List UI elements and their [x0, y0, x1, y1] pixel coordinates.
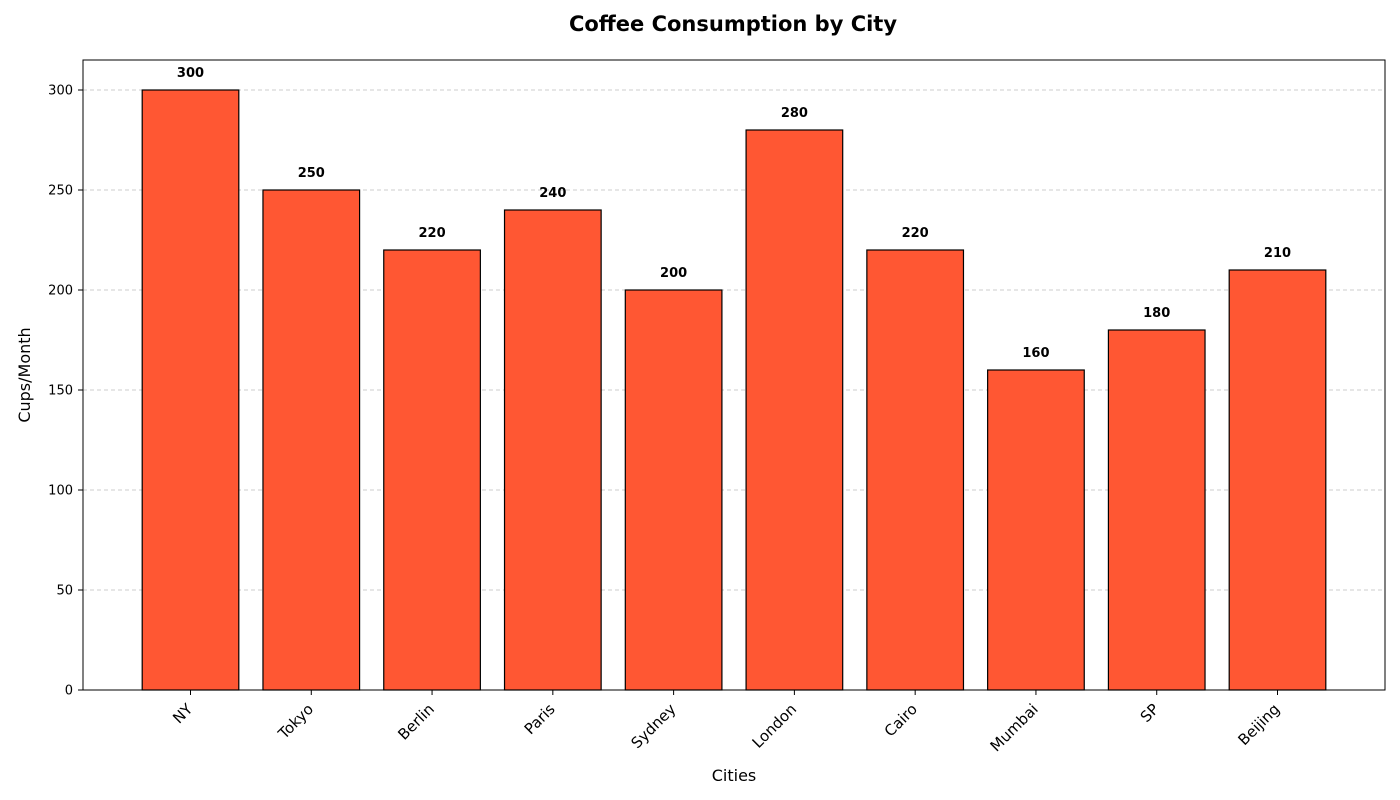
bars [141, 89, 1327, 691]
chart-title: Coffee Consumption by City [569, 12, 897, 36]
data-labels: 300 250 220 240 200 280 220 160 180 210 [177, 66, 1291, 361]
x-tick-label-beijing: Beijing [1234, 700, 1283, 749]
y-axis-label: Cups/Month [15, 327, 34, 422]
data-label-beijing: 210 [1264, 246, 1291, 261]
data-label-london: 280 [781, 106, 808, 121]
data-label-tokyo: 250 [298, 166, 325, 181]
bar-paris [503, 209, 602, 691]
x-tick-label-sp: SP [1137, 700, 1163, 726]
plot-area-frame [82, 59, 1386, 691]
data-label-sydney: 200 [660, 266, 687, 281]
bar-tokyo [262, 189, 361, 691]
data-label-paris: 240 [539, 186, 566, 201]
x-axis-label: Cities [712, 766, 757, 785]
y-axis: 0 50 100 150 200 250 300 [48, 84, 83, 699]
y-tick-label: 50 [56, 584, 73, 599]
y-tick-label: 100 [48, 484, 73, 499]
bar-sydney [624, 289, 723, 691]
x-tick-label-berlin: Berlin [394, 700, 438, 744]
y-tick-label: 150 [48, 384, 73, 399]
y-tick-label: 250 [48, 184, 73, 199]
data-label-mumbai: 160 [1022, 346, 1049, 361]
bar-sp [1107, 329, 1206, 691]
bar-berlin [383, 249, 481, 691]
x-tick-label-cairo: Cairo [881, 700, 921, 740]
bar-ny [141, 89, 240, 691]
y-tick-label: 300 [48, 84, 73, 99]
data-label-cairo: 220 [902, 226, 929, 241]
data-label-sp: 180 [1143, 306, 1170, 321]
x-tick-label-sydney: Sydney [627, 700, 679, 752]
y-tick-label: 0 [65, 684, 73, 699]
x-tick-label-mumbai: Mumbai [987, 700, 1042, 755]
bar-cairo [866, 249, 965, 691]
y-tick-label: 200 [48, 284, 73, 299]
bar-mumbai [987, 369, 1085, 691]
bar-london [745, 129, 844, 691]
x-tick-label-paris: Paris [521, 700, 559, 738]
bar-beijing [1228, 269, 1327, 691]
data-label-ny: 300 [177, 66, 204, 81]
x-tick-label-ny: NY [169, 700, 197, 728]
x-tick-label-tokyo: Tokyo [274, 700, 317, 743]
data-label-berlin: 220 [418, 226, 445, 241]
x-axis: NY Tokyo Berlin Paris Sydney London Cairo Mumba… [169, 690, 1283, 755]
x-tick-label-london: London [749, 700, 801, 752]
